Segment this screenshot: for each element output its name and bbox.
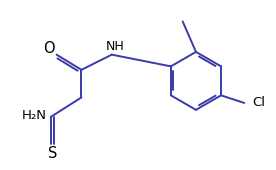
Text: H₂N: H₂N (22, 109, 46, 122)
Text: NH: NH (106, 40, 124, 53)
Text: Cl: Cl (253, 96, 266, 109)
Text: S: S (48, 146, 57, 161)
Text: O: O (43, 41, 55, 56)
